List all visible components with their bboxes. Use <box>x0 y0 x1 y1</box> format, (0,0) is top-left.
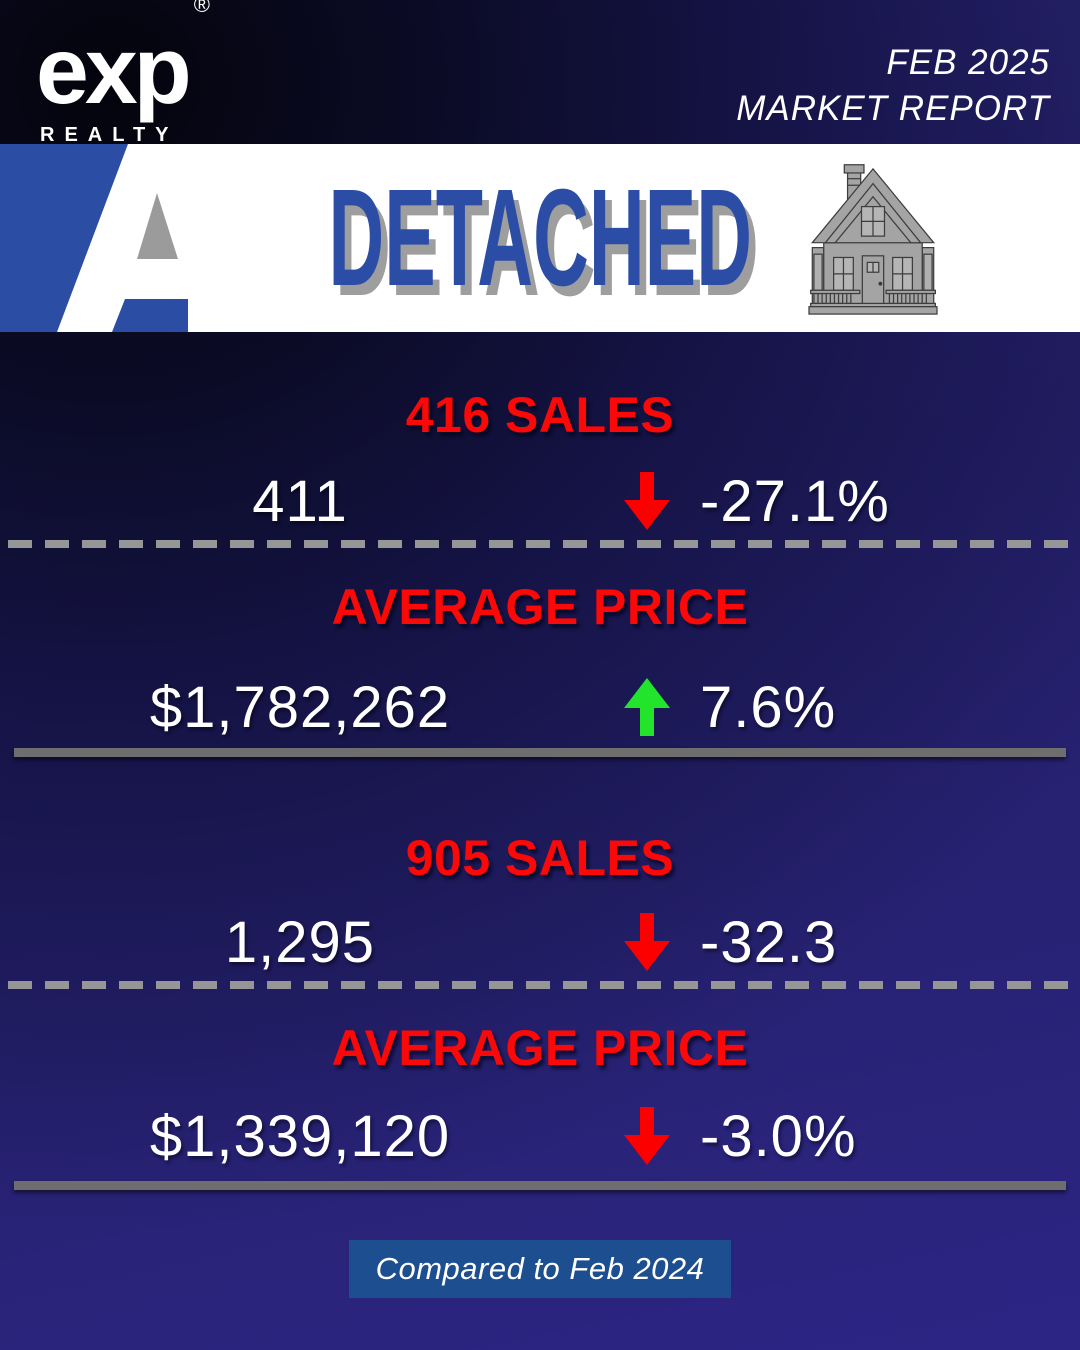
stat-section-average-price-2: AVERAGE PRICE $1,339,120 -3.0% <box>0 1019 1080 1190</box>
trend-indicator <box>624 1107 670 1165</box>
trend-indicator <box>624 678 670 736</box>
stat-value: 411 <box>252 468 348 534</box>
down-arrow-icon <box>624 1107 670 1165</box>
banner-title: DETACHED <box>328 161 752 315</box>
section-heading: 416 SALES <box>405 387 675 443</box>
stat-row: 1,295 -32.3 <box>0 909 1080 975</box>
stat-row: $1,339,120 -3.0% <box>0 1103 1080 1169</box>
stat-value: $1,339,120 <box>149 1103 451 1169</box>
trend-indicator <box>624 913 670 971</box>
section-heading: AVERAGE PRICE <box>331 1020 749 1076</box>
category-banner: DETACHED <box>0 144 1080 332</box>
dashed-divider <box>8 981 1072 989</box>
exp-realty-logo: exp® REALTY BROKERAGE <box>36 0 210 168</box>
down-arrow-icon <box>624 913 670 971</box>
stat-value: 1,295 <box>224 909 376 975</box>
stat-section-average-price-1: AVERAGE PRICE $1,782,262 7.6% <box>0 578 1080 757</box>
brand-name: exp <box>36 18 192 124</box>
stat-row: 411 -27.1% <box>0 468 1080 534</box>
stat-delta: 7.6% <box>700 674 837 740</box>
stat-row: $1,782,262 7.6% <box>0 674 1080 740</box>
letter-a-logo <box>0 144 188 332</box>
section-heading: 905 SALES <box>405 830 675 886</box>
report-title: MARKET REPORT <box>736 88 1050 128</box>
trend-indicator <box>624 472 670 530</box>
comparison-note-text: Compared to Feb 2024 <box>375 1251 705 1286</box>
comparison-note-box: Compared to Feb 2024 <box>349 1240 731 1298</box>
stat-value: $1,782,262 <box>149 674 451 740</box>
stats-panel: 416 SALES 411 -27.1% AVERAGE PRICE $1,78… <box>0 386 1080 1190</box>
detached-house-icon <box>808 164 938 315</box>
stat-section-sales-905: 905 SALES 1,295 -32.3 <box>0 829 1080 989</box>
solid-divider <box>14 748 1066 757</box>
report-meta: FEB 2025 MARKET REPORT <box>736 40 1050 131</box>
up-arrow-icon <box>624 678 670 736</box>
stat-delta: -3.0% <box>700 1103 857 1169</box>
stat-section-sales-416: 416 SALES 411 -27.1% <box>0 386 1080 548</box>
down-arrow-icon <box>624 472 670 530</box>
header: exp® REALTY BROKERAGE FEB 2025 MARKET RE… <box>0 0 1080 168</box>
registered-trademark-icon: ® <box>193 0 210 18</box>
banner-title-wrap: DETACHED <box>0 144 1080 332</box>
solid-divider <box>14 1181 1066 1190</box>
brand-line-realty: REALTY <box>40 124 179 146</box>
stat-delta: -32.3 <box>700 909 838 975</box>
stat-delta: -27.1% <box>700 468 890 534</box>
report-period: FEB 2025 <box>886 43 1050 82</box>
section-heading: AVERAGE PRICE <box>331 579 749 635</box>
dashed-divider <box>8 540 1072 548</box>
